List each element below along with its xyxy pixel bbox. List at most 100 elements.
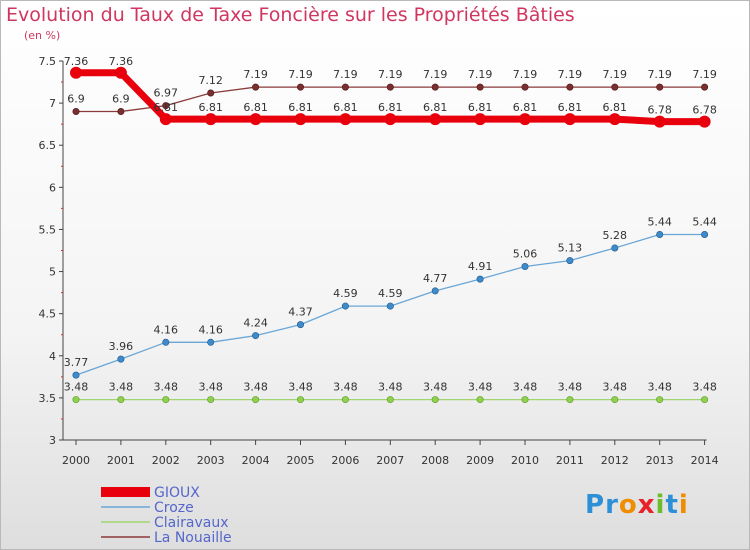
data-point bbox=[474, 113, 487, 126]
data-label: 6.81 bbox=[558, 101, 583, 114]
data-label: 3.77 bbox=[64, 356, 89, 369]
x-tick-label: 2009 bbox=[466, 454, 494, 467]
data-point bbox=[252, 396, 260, 404]
axes: 3 3.5 4 4.5 5 5.5 6 6.5 7 7.5 2000 2001 2002 2003 2004… bbox=[39, 55, 719, 467]
data-point bbox=[701, 83, 709, 91]
chart-subtitle: (en %) bbox=[24, 29, 61, 42]
x-tick-label: 2014 bbox=[691, 454, 719, 467]
data-point bbox=[117, 108, 125, 116]
proxiti-logo: Proxiti bbox=[585, 490, 689, 520]
data-label: 6.81 bbox=[333, 101, 358, 114]
x-tick-label: 2001 bbox=[107, 454, 135, 467]
data-label: 3.48 bbox=[647, 381, 672, 394]
data-label: 6.81 bbox=[423, 101, 448, 114]
x-tick-label: 2011 bbox=[556, 454, 584, 467]
x-tick-label: 2007 bbox=[376, 454, 404, 467]
data-point bbox=[207, 396, 215, 404]
data-label: 3.96 bbox=[109, 340, 134, 353]
data-label: 7.19 bbox=[333, 68, 358, 81]
data-point bbox=[162, 102, 170, 110]
y-tick-label: 7 bbox=[49, 97, 56, 110]
data-label: 4.77 bbox=[423, 272, 448, 285]
data-label: 3.48 bbox=[109, 381, 134, 394]
data-point bbox=[252, 83, 260, 91]
data-point bbox=[476, 275, 484, 283]
data-label: 5.44 bbox=[647, 215, 672, 228]
chart-title: Evolution du Taux de Taxe Foncière sur l… bbox=[6, 4, 575, 26]
data-point bbox=[386, 396, 394, 404]
data-point bbox=[476, 83, 484, 91]
data-label: 6.81 bbox=[378, 101, 403, 114]
legend-label: Croze bbox=[154, 500, 194, 516]
data-point bbox=[566, 257, 574, 265]
legend-label: La Nouaille bbox=[154, 530, 232, 546]
data-label: 7.19 bbox=[288, 68, 313, 81]
data-label: 3.48 bbox=[288, 381, 313, 394]
data-label: 3.48 bbox=[243, 381, 268, 394]
data-point bbox=[207, 89, 215, 97]
data-label: 3.48 bbox=[64, 381, 89, 394]
data-point bbox=[521, 396, 529, 404]
data-point bbox=[476, 396, 484, 404]
data-label: 7.19 bbox=[468, 68, 493, 81]
data-label: 5.13 bbox=[558, 242, 583, 255]
data-label: 7.19 bbox=[692, 68, 717, 81]
y-tick-label: 7.5 bbox=[39, 55, 57, 68]
data-point bbox=[117, 396, 125, 404]
data-label: 3.48 bbox=[333, 381, 358, 394]
data-label: 6.9 bbox=[67, 93, 85, 106]
x-tick-label: 2013 bbox=[646, 454, 674, 467]
data-point bbox=[384, 113, 397, 126]
x-tick-label: 2005 bbox=[287, 454, 315, 467]
x-tick-label: 2000 bbox=[62, 454, 90, 467]
data-point bbox=[249, 113, 262, 126]
data-point bbox=[341, 83, 349, 91]
x-tick-label: 2010 bbox=[511, 454, 539, 467]
data-label: 4.37 bbox=[288, 306, 313, 319]
data-point bbox=[162, 396, 170, 404]
data-point bbox=[608, 113, 621, 126]
data-point bbox=[296, 396, 304, 404]
data-point bbox=[431, 287, 439, 295]
data-point bbox=[431, 83, 439, 91]
y-tick-label: 5 bbox=[49, 266, 56, 279]
data-point bbox=[252, 332, 260, 340]
data-label: 5.28 bbox=[603, 229, 628, 242]
data-point bbox=[656, 230, 664, 238]
data-point bbox=[296, 83, 304, 91]
data-point bbox=[341, 302, 349, 310]
data-point bbox=[611, 244, 619, 252]
data-label: 6.81 bbox=[288, 101, 313, 114]
data-point bbox=[70, 66, 82, 79]
data-label: 6.78 bbox=[692, 104, 717, 117]
data-label: 6.78 bbox=[647, 104, 672, 117]
data-label: 7.36 bbox=[64, 55, 89, 68]
data-point bbox=[701, 396, 709, 404]
data-point bbox=[72, 396, 80, 404]
data-label: 6.81 bbox=[468, 101, 493, 114]
data-label: 5.06 bbox=[513, 248, 538, 261]
data-label: 4.59 bbox=[333, 287, 358, 300]
data-point bbox=[72, 108, 80, 116]
data-point bbox=[339, 113, 352, 126]
data-label: 3.48 bbox=[692, 381, 717, 394]
data-label: 6.81 bbox=[198, 101, 223, 114]
data-point bbox=[521, 263, 529, 271]
data-point bbox=[653, 115, 666, 128]
data-label: 4.24 bbox=[243, 317, 268, 330]
data-label: 7.19 bbox=[603, 68, 628, 81]
legend-label: Clairavaux bbox=[154, 515, 229, 531]
data-label: 4.16 bbox=[154, 323, 179, 336]
data-point bbox=[701, 230, 709, 238]
data-label: 3.48 bbox=[378, 381, 403, 394]
data-label: 6.81 bbox=[603, 101, 628, 114]
data-point bbox=[386, 83, 394, 91]
data-point bbox=[521, 83, 529, 91]
data-point bbox=[698, 115, 711, 128]
data-point bbox=[519, 113, 531, 126]
data-point bbox=[566, 396, 574, 404]
y-tick-label: 6.5 bbox=[39, 139, 57, 152]
data-point bbox=[386, 302, 394, 310]
